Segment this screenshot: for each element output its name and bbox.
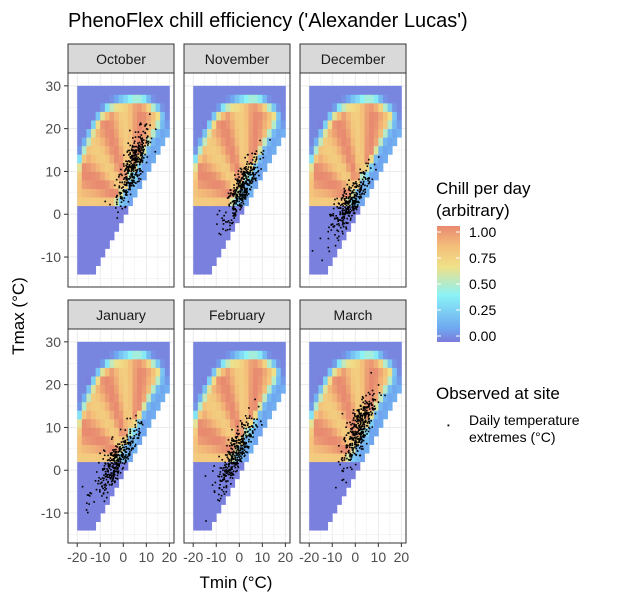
- x-tick-label: -10: [322, 549, 342, 565]
- facet-strip-october: [67, 43, 175, 74]
- observed-points: [216, 139, 271, 236]
- y-tick-label: -10: [41, 505, 61, 521]
- y-tick-label: 10: [45, 163, 61, 179]
- panel-border: [183, 72, 291, 288]
- facet-panel-december: December: [299, 43, 407, 288]
- fill-legend-title-line1: Chill per day: [436, 179, 531, 198]
- x-tick-label: 20: [278, 549, 294, 565]
- facet-panel-november: November: [183, 43, 291, 288]
- fill-legend-break-label: 0.75: [469, 250, 496, 266]
- observed-points: [204, 398, 263, 522]
- x-tick-label: -20: [183, 549, 203, 565]
- facet-strip-label: January: [96, 307, 146, 323]
- facet-panel-january: January: [67, 299, 175, 544]
- facet-strip-label: December: [321, 51, 386, 67]
- facet-strip-february: [183, 299, 291, 330]
- y-tick-label: 0: [53, 462, 61, 478]
- y-tick-label: 20: [45, 121, 61, 137]
- x-tick-label: 20: [162, 549, 178, 565]
- panel-border: [299, 72, 407, 288]
- fill-legend-breaks: 1.00 0.75 0.50 0.25 0.00: [437, 224, 496, 344]
- fill-legend-break-label: 1.00: [469, 224, 496, 240]
- observed-points: [311, 156, 380, 262]
- chill-heatmap: [309, 85, 402, 275]
- y-tick-label: 10: [45, 419, 61, 435]
- facet-strip-november: [183, 43, 291, 74]
- y-tick-label: 30: [45, 334, 61, 350]
- facet-strip-label: November: [205, 51, 270, 67]
- fill-legend-title-line2: (arbitrary): [436, 201, 510, 220]
- point-legend-title: Observed at site: [436, 384, 560, 403]
- x-tick-label: 10: [371, 549, 387, 565]
- observed-points: [81, 414, 144, 514]
- y-tick-label: 30: [45, 78, 61, 94]
- y-axis-title: Tmax (°C): [9, 277, 28, 355]
- panel-border: [67, 328, 175, 544]
- x-tick-label: 20: [394, 549, 410, 565]
- fill-legend-break-label: 0.50: [469, 276, 496, 292]
- x-tick-label: -20: [67, 549, 87, 565]
- x-tick-label: 0: [351, 549, 359, 565]
- x-tick-label: 0: [235, 549, 243, 565]
- observed-points: [335, 371, 386, 489]
- point-legend-label-line1: Daily temperature: [469, 412, 580, 428]
- y-tick-label: 0: [53, 206, 61, 222]
- fill-legend-colorbar: [437, 226, 460, 342]
- x-tick-label: -20: [299, 549, 319, 565]
- x-tick-label: 0: [119, 549, 127, 565]
- facet-panels: October November December January February Ma…: [67, 43, 407, 544]
- x-axis-title: Tmin (°C): [200, 573, 273, 592]
- point-legend-key: [447, 424, 450, 427]
- facet-strip-label: February: [209, 307, 265, 323]
- chill-heatmap: [77, 85, 170, 275]
- y-tick-label: -10: [41, 249, 61, 265]
- point-legend-label-line2: extremes (°C): [469, 429, 556, 445]
- facet-strip-label: October: [96, 51, 146, 67]
- y-tick-label: 20: [45, 377, 61, 393]
- facet-panel-october: October: [67, 43, 175, 288]
- fill-legend-break-label: 0.25: [469, 302, 496, 318]
- fill-legend: Chill per day (arbitrary) 1.00 0.75 0.50 0.…: [436, 179, 531, 344]
- x-axis: -20 -10 0 10 20 -20 -10 0 10 20 -20 -10 0 10 20: [67, 543, 409, 565]
- facet-strip-label: March: [334, 307, 373, 323]
- fill-legend-break-label: 0.00: [469, 328, 496, 344]
- facet-panel-march: March: [299, 299, 407, 544]
- panel-border: [183, 328, 291, 544]
- facet-strip-march: [299, 299, 407, 330]
- facet-panel-february: February: [183, 299, 291, 544]
- panel-border: [299, 328, 407, 544]
- point-legend: Observed at site Daily temperature extre…: [436, 384, 580, 445]
- y-axis: -10 0 10 20 30 -10 0 10 20 30: [41, 78, 68, 521]
- x-tick-label: -10: [206, 549, 226, 565]
- x-tick-label: -10: [90, 549, 110, 565]
- chill-heatmap: [309, 341, 402, 531]
- x-tick-label: 10: [139, 549, 155, 565]
- panel-border: [67, 72, 175, 288]
- chill-heatmap: [77, 341, 170, 531]
- x-tick-label: 10: [255, 549, 271, 565]
- chart-title: PhenoFlex chill efficiency ('Alexander L…: [68, 10, 468, 32]
- observed-points: [104, 113, 157, 219]
